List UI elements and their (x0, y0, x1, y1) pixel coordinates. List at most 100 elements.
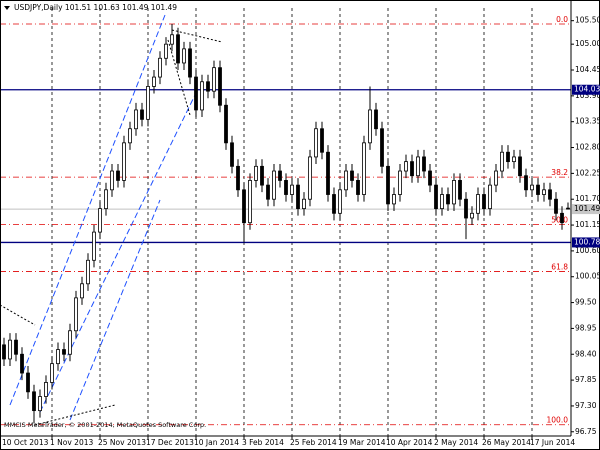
x-tick-label: 10 Jan 2014 (194, 438, 239, 447)
candle-body (458, 180, 462, 200)
candle-body (404, 161, 408, 172)
x-tick-label: 10 Apr 2014 (386, 438, 433, 447)
candle-body (56, 349, 60, 365)
candle-body (176, 34, 180, 64)
candle-body (548, 189, 552, 200)
candle-body (50, 363, 54, 383)
candle-body (44, 382, 48, 397)
y-tick-label: 99.50 (575, 298, 597, 307)
candle-body (92, 231, 96, 261)
y-tick-label: 100.60 (575, 246, 600, 255)
grid-layer: 0.0 38.2 50.0 61.8 100.0 (0, 8, 571, 436)
candle-body (110, 170, 114, 191)
y-tick-label: 102.80 (575, 143, 600, 152)
candle-body (470, 212, 474, 219)
candle-body (134, 109, 138, 130)
candle-body (38, 396, 42, 412)
candle-body (254, 165, 258, 181)
candle-body (338, 189, 342, 214)
candle-body (206, 81, 210, 92)
candle-body (140, 109, 144, 120)
candle-body (260, 165, 264, 186)
channel-line (69, 199, 161, 421)
fib-label: 50.0 (551, 215, 568, 224)
candle-body (104, 189, 108, 210)
y-tick-label: 97.30 (575, 401, 597, 410)
candle-body (164, 43, 168, 59)
pitch-line (171, 29, 223, 43)
candle-body (464, 198, 468, 219)
candle-body (8, 339, 12, 360)
copyright: MMCIS MetaTrader, © 2001-2014, MetaQuote… (4, 421, 206, 429)
fib-label: 61.8 (551, 263, 568, 272)
candle-body (422, 156, 426, 172)
candle-body (62, 349, 66, 355)
y-tick-label: 105.50 (575, 16, 600, 25)
fib-label: 38.2 (551, 168, 568, 177)
y-tick-label: 103.90 (575, 91, 600, 100)
x-tick-label: 1 Nov 2013 (50, 438, 93, 447)
candle-body (566, 207, 570, 210)
candle-body (380, 128, 384, 167)
candle-body (368, 109, 372, 144)
candle-body (506, 151, 510, 163)
candle-body (386, 165, 390, 205)
channel-line (9, 14, 166, 406)
y-tick-label: 98.40 (575, 349, 597, 358)
candle-body (218, 67, 222, 106)
candle-body (248, 180, 252, 224)
candle-body (158, 57, 162, 78)
candle-body (230, 142, 234, 167)
pitch-line (0, 304, 36, 326)
candle-body (428, 170, 432, 186)
x-tick-label: 10 Oct 2013 (2, 438, 49, 447)
candle-body (74, 297, 78, 332)
candle-body (374, 109, 378, 130)
y-tick-label: 103.35 (575, 117, 600, 126)
y-tick-label: 102.25 (575, 168, 600, 177)
level-label: 100.78 (574, 237, 600, 246)
candle-body (452, 180, 456, 205)
x-tick-label: 2 May 2014 (434, 438, 478, 447)
plot-layer (2, 23, 570, 424)
x-tick-label: 26 May 2014 (482, 438, 531, 447)
candle-body (80, 283, 84, 299)
candle-body (284, 180, 288, 195)
candle-body (392, 194, 396, 205)
candle-body (524, 175, 528, 191)
candle-body (224, 104, 228, 144)
candle-body (212, 67, 216, 92)
y-axis-strip (571, 0, 600, 450)
y-tick-label: 96.75 (575, 427, 597, 436)
x-tick-label: 19 Mar 2014 (338, 438, 386, 447)
candle-body (200, 81, 204, 111)
x-tick-label: 25 Nov 2013 (98, 438, 146, 447)
x-tick-label: 25 Feb 2014 (290, 438, 337, 447)
y-tick-label: 104.45 (575, 65, 600, 74)
candle-body (86, 259, 90, 285)
candle-body (326, 151, 330, 195)
level-box (572, 84, 600, 95)
candle-body (362, 142, 366, 195)
candle-body (194, 76, 198, 111)
candle-body (122, 142, 126, 181)
candle-body (242, 189, 246, 224)
candle-body (308, 156, 312, 200)
fib-label: 100.0 (547, 416, 569, 425)
y-tick-label: 98.95 (575, 323, 597, 332)
candle-body (314, 128, 318, 158)
candle-body (68, 330, 72, 355)
y-tick-label: 100.05 (575, 272, 600, 281)
candle-body (146, 86, 150, 120)
channel-line (39, 94, 196, 413)
candle-body (332, 194, 336, 214)
candle-body (2, 344, 6, 360)
current-price-label: 101.49 (574, 204, 600, 213)
candle-body (512, 156, 516, 163)
candle-body (356, 180, 360, 195)
candle-body (518, 156, 522, 177)
menu-arrow (4, 6, 10, 10)
fib-label: 0.0 (556, 15, 568, 24)
